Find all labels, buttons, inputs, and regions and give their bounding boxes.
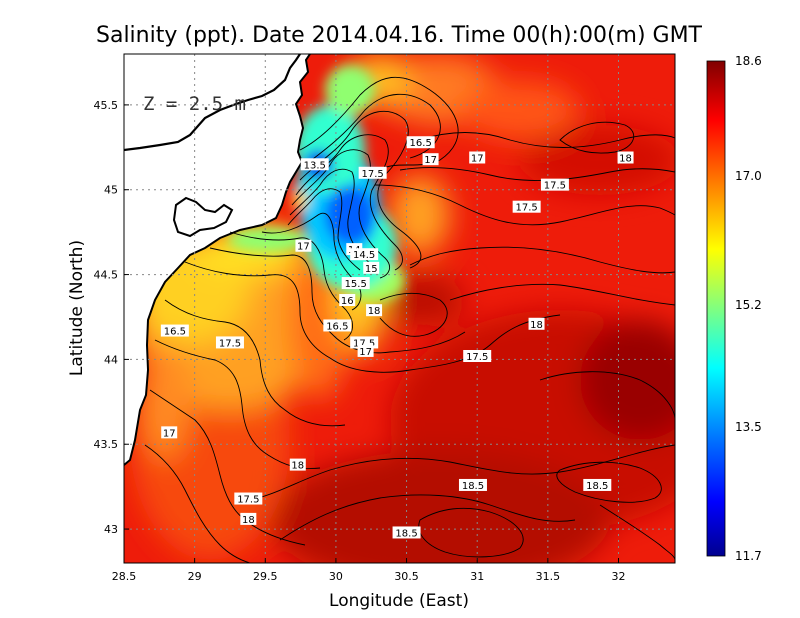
contour-label: 15.5 [345, 279, 367, 290]
y-tick-label: 44.5 [94, 269, 119, 282]
contour-label: 16 [341, 296, 354, 307]
x-tick-label: 31.5 [536, 570, 561, 583]
contour-label: 18 [242, 515, 255, 526]
colorbar-tick-label: 15.2 [735, 298, 762, 312]
y-axis-label: Latitude (North) [67, 240, 87, 376]
contour-label-box [323, 319, 352, 332]
contour-label-box [528, 317, 545, 330]
coastline [124, 54, 311, 466]
contour-label: 17.5 [237, 495, 259, 506]
contour-label-box [357, 344, 374, 357]
island-coast [172, 196, 234, 238]
y-tick-label: 45 [104, 184, 118, 197]
plot-frame [123, 53, 676, 564]
contour-label: 18.5 [462, 481, 484, 492]
colorbar-tick-label: 13.5 [735, 420, 762, 434]
contour-label-box [363, 261, 380, 274]
contour-labels: 13.51414.51515.51616.517.517181717.516.5… [160, 136, 634, 539]
x-tick-label: 28.5 [112, 570, 137, 583]
x-tick-label: 29 [188, 570, 202, 583]
contour-label: 17.5 [544, 181, 566, 192]
colorbar-tick-label: 18.6 [735, 54, 762, 68]
contour-label: 18 [530, 320, 543, 331]
grid-lines [124, 54, 675, 563]
contour-label-box [358, 166, 387, 179]
x-tick-label: 30.5 [394, 570, 419, 583]
contour-label: 17.5 [219, 338, 241, 349]
contour-label-box [406, 136, 435, 149]
contour-label-box [469, 151, 486, 164]
contour-label-box [240, 512, 257, 525]
contour-label: 13.5 [304, 160, 326, 171]
y-tick-label: 45.5 [94, 99, 119, 112]
salinity-field [124, 54, 675, 563]
contour-label-box [540, 178, 569, 191]
contour-label-box [617, 151, 634, 164]
contour-label: 15 [365, 264, 378, 275]
colorbar [706, 60, 726, 557]
x-tick-label: 31 [470, 570, 484, 583]
y-tick-label: 43.5 [94, 438, 119, 451]
contour-label: 17.5 [516, 203, 538, 214]
contour-label: 17 [359, 347, 372, 358]
colorbar-tick-label: 11.7 [735, 549, 762, 563]
x-axis-label: Longitude (East) [329, 591, 469, 611]
contour-lines [144, 76, 675, 563]
contour-label: 17 [163, 428, 176, 439]
x-tick-label: 32 [611, 570, 625, 583]
coastline-north [124, 54, 301, 152]
contour-label-box [422, 153, 439, 166]
contour-label-box [234, 492, 263, 505]
contour-label: 17.5 [466, 352, 488, 363]
contour-label-box [300, 158, 329, 171]
contour-label: 16.5 [410, 138, 432, 149]
contour-label: 17 [297, 242, 310, 253]
contour-label-box [295, 239, 312, 252]
colorbar-tick-label: 17.0 [735, 169, 762, 183]
contour-label-box [215, 336, 244, 349]
contour-label-box [160, 324, 189, 337]
contour-label: 17 [424, 155, 437, 166]
contour-label: 18 [368, 306, 381, 317]
contour-label: 18 [291, 461, 304, 472]
contour-label-box [350, 248, 379, 261]
contour-label-box [339, 294, 356, 307]
contour-label: 17.5 [353, 338, 375, 349]
contour-label: 16.5 [164, 327, 186, 338]
y-axis-ticks: 43 43.5 44 44.5 45 45.5 [94, 99, 129, 536]
contour-label: 18.5 [586, 481, 608, 492]
contour-label-box [512, 200, 541, 213]
colorbar-ticks: 18.6 17.0 15.2 13.5 11.7 [735, 54, 762, 563]
contour-label-box [583, 478, 612, 491]
contour-label: 17.5 [362, 169, 384, 180]
contour-label-box [161, 426, 178, 439]
land-mass [124, 54, 310, 465]
contour-label-box [341, 277, 370, 290]
contour-label-box [458, 478, 487, 491]
depth-label: Z = 2.5 m [143, 93, 246, 115]
contour-label-box [392, 526, 421, 539]
x-tick-label: 29.5 [253, 570, 278, 583]
contour-label: 17 [471, 153, 484, 164]
contour-label: 16.5 [326, 321, 348, 332]
y-tick-label: 44 [104, 353, 118, 366]
contour-label-box [463, 350, 492, 363]
contour-label: 18.5 [395, 528, 417, 539]
chart-title: Salinity (ppt). Date 2014.04.16. Time 00… [96, 23, 703, 48]
contour-label: 18 [619, 153, 632, 164]
contour-label-box [366, 304, 383, 317]
contour-label: 14.5 [353, 250, 375, 261]
y-tick-label: 43 [104, 523, 118, 536]
x-tick-label: 30 [329, 570, 343, 583]
contour-label-box [289, 458, 306, 471]
x-axis-ticks: 28.5 29 29.5 30 30.5 31 31.5 32 [112, 558, 625, 583]
